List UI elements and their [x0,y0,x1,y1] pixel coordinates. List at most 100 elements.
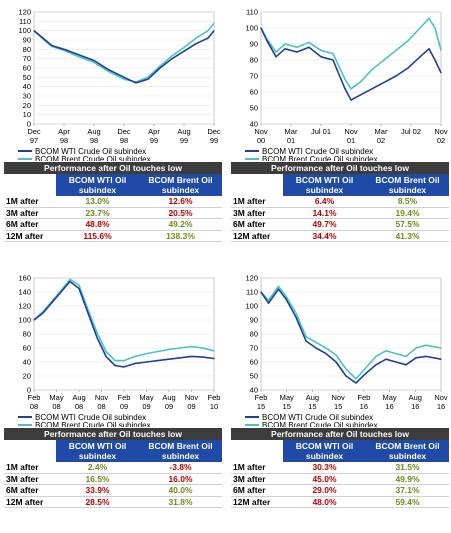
x-tick-label: 98 [120,136,128,145]
panel-2: 40 50 60 70 80 90 100 110 Nov 00 Mar 01 Jul 01 Nov 01 M… [231,6,449,242]
y-tick-label: 120 [18,8,31,17]
y-tick-label: 40 [250,120,258,129]
data-point [344,78,346,80]
data-point [202,356,204,358]
x-tick-label: 15 [283,402,291,411]
perf-title: Performance after Oil touches low [231,428,449,440]
x-tick-label: Feb [357,393,370,402]
brent-perf-value: 57.5% [366,218,449,231]
series-line-brent [260,285,442,380]
row-label: 1M after [4,462,56,474]
legend-label-brent: BCOM Brent Crude Oil subindex [35,421,151,427]
x-tick-label: 09 [142,402,150,411]
table-row: 1M after 6.4% 8.5% [231,196,449,208]
data-point [425,344,427,346]
x-tick-label: Nov [331,393,345,402]
data-point [335,354,337,356]
table-row: 3M after 16.5% 16.0% [4,473,222,485]
data-point [419,27,421,29]
data-point [296,46,298,48]
x-tick-label: Mar [375,127,388,136]
data-point [419,56,421,58]
y-tick-label: 110 [19,17,31,26]
y-tick-label: 80 [23,330,31,339]
legend-label-wti: BCOM WTI Crude Oil subindex [35,413,146,422]
row-label: 3M after [4,207,56,219]
col-brent-header: BCOM Brent Oil subindex [139,174,222,196]
data-point [123,78,125,80]
data-point [440,49,442,52]
y-tick-label: 60 [250,358,258,367]
data-point [179,357,181,359]
x-tick-label: 99 [150,136,158,145]
x-tick-label: 15 [334,402,342,411]
data-point [213,30,215,32]
perf-table: BCOM WTI Oil subindex BCOM Brent Oil subin… [231,174,449,242]
data-point [78,287,80,290]
plot-frame [260,11,442,125]
data-point [147,76,149,78]
data-point [147,78,149,80]
y-tick-label: 40 [250,386,258,395]
x-tick-label: Aug [177,127,190,136]
data-point [33,30,35,32]
brent-perf-value: 20.5% [139,207,222,219]
data-point [190,346,193,348]
data-point [275,56,277,58]
x-tick-label: Jul 01 [311,127,331,136]
wti-perf-value: 14.1% [283,207,366,219]
table-row: 12M after 34.4% 41.3% [231,230,449,242]
data-point [371,88,373,90]
brent-perf-value: 138.3% [139,230,222,242]
brent-perf-value: 19.4% [366,207,449,219]
y-tick-label: 50 [250,104,258,113]
data-point [385,350,387,352]
data-point [42,312,44,314]
wti-perf-value: 6.4% [283,196,366,208]
table-row: 1M after 13.0% 12.6% [4,196,222,208]
y-tick-label: 50 [250,372,258,381]
x-tick-label: 15 [308,402,316,411]
data-point [183,46,185,49]
data-point [284,43,286,45]
perf-title: Performance after Oil touches low [4,428,222,440]
y-tick-label: 10 [23,110,31,119]
x-tick-label: 97 [30,136,38,145]
data-point [114,364,116,367]
x-tick-label: 09 [165,402,173,411]
data-point [179,347,181,349]
data-point [395,49,397,52]
brent-perf-value: 12.6% [139,196,222,208]
data-point [78,56,80,58]
x-tick-label: Nov [434,393,448,402]
y-tick-label: 90 [250,316,258,325]
wti-perf-value: 48.8% [56,218,139,231]
table-row: 1M after 30.3% 31.5% [231,462,449,474]
data-point [267,302,270,304]
legend-label-wti: BCOM WTI Crude Oil subindex [262,147,373,156]
data-point [195,43,197,45]
wti-perf-value: 48.0% [283,496,366,508]
data-point [332,59,334,61]
x-tick-label: 99 [180,136,188,145]
data-point [168,358,170,360]
brent-perf-value: 8.5% [366,196,449,208]
brent-perf-value: 31.8% [139,496,222,508]
data-point [344,88,346,90]
wti-perf-value: 2.4% [56,462,139,474]
x-tick-label: 16 [360,402,368,411]
data-point [440,347,442,349]
data-point [123,360,125,362]
x-tick-label: 02 [437,136,445,145]
brent-perf-value: 59.4% [366,496,449,508]
x-tick-label: Aug [72,393,85,402]
x-tick-label: Dec [117,127,131,136]
table-row: 3M after 23.7% 20.5% [4,207,222,219]
data-point [365,372,367,374]
x-tick-label: Aug [306,393,319,402]
x-tick-label: May [139,393,153,402]
data-point [42,37,44,39]
x-tick-label: 16 [437,402,445,411]
wti-perf-value: 49.7% [283,218,366,231]
y-tick-label: 90 [250,40,258,49]
